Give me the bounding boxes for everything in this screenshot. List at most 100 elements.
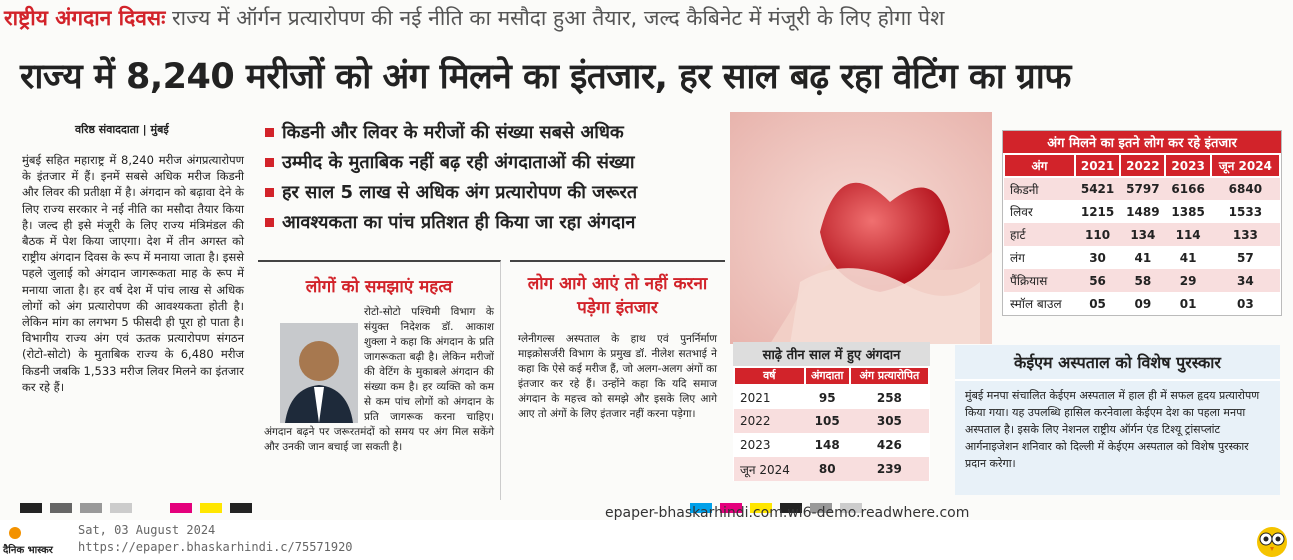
table-cell: 114 bbox=[1175, 227, 1201, 242]
table-cell: लिवर bbox=[1010, 205, 1033, 219]
kicker: राष्ट्रीय अंगदान दिवसः bbox=[4, 6, 166, 30]
waiting-table-box: अंग मिलने का इतने लोग कर रहे इंतजार अंग 2… bbox=[1002, 130, 1282, 316]
table-cell: 57 bbox=[1237, 250, 1254, 265]
owl-icon bbox=[1257, 527, 1287, 557]
table-cell: 1215 bbox=[1080, 204, 1115, 219]
table-row: 2021 95 258 bbox=[734, 385, 929, 409]
color-registration-bar bbox=[690, 503, 862, 513]
column-header: अंग प्रत्यारोपित bbox=[848, 366, 931, 386]
box-title: लोगों को समझाएं महत्व bbox=[305, 277, 453, 297]
bullet-item: हर साल 5 लाख से अधिक अंग प्रत्यारोपण की … bbox=[265, 180, 725, 204]
table-cell: 2021 bbox=[740, 390, 771, 405]
table-cell: 6166 bbox=[1171, 182, 1205, 196]
box-title: लोग आगे आएं तो नहीं करना पड़ेगा इंतजार bbox=[527, 274, 708, 318]
subhead: राज्य में ऑर्गन प्रत्यारोपण की नई नीति क… bbox=[172, 6, 945, 30]
table-cell: 426 bbox=[876, 438, 902, 452]
box-text: ग्लेनीगल्स अस्पताल के हाथ एवं पुनर्निर्म… bbox=[518, 333, 717, 420]
table-cell: 1533 bbox=[1228, 204, 1263, 219]
donation-table-box: साढ़े तीन साल में हुए अंगदान वर्ष अंगदाता… bbox=[733, 342, 931, 481]
column-header: अंग bbox=[1003, 153, 1076, 178]
box-text: रोटो-सोटो पश्चिमी विभाग के संयुक्त निदेश… bbox=[264, 306, 494, 453]
column-header: 2023 bbox=[1164, 153, 1212, 178]
table-cell: 95 bbox=[818, 390, 836, 405]
table-cell: 2022 bbox=[740, 414, 771, 428]
portrait-photo bbox=[280, 323, 358, 423]
table-cell: 258 bbox=[876, 390, 902, 405]
table-row: पैंक्रियास 56 58 29 34 bbox=[1004, 269, 1280, 292]
color-registration-bar bbox=[20, 503, 252, 513]
table-cell: 105 bbox=[814, 414, 840, 428]
waiting-table: अंग 2021 2022 2023 जून 2024 किडनी 5421 5797 6166… bbox=[1003, 153, 1282, 315]
headline: राज्य में 8,240 मरीजों को अंग मिलने का इ… bbox=[20, 57, 1071, 97]
table-cell: किडनी bbox=[1010, 182, 1039, 197]
date: Sat, 03 August 2024 bbox=[78, 523, 216, 537]
bullet-text: उम्मीद के मुताबिक नहीं बढ़ रही अंगदाताओं… bbox=[282, 152, 635, 173]
table-cell: 41 bbox=[1179, 250, 1197, 265]
byline: वरिष्ठ संवाददाता | मुंबई bbox=[75, 123, 169, 136]
table-cell: 58 bbox=[1134, 273, 1152, 288]
logo-sun bbox=[9, 527, 21, 539]
table-cell: 30 bbox=[1089, 250, 1106, 265]
bullet-text: आवश्यकता का पांच प्रतिशत ही किया जा रहा … bbox=[282, 212, 636, 233]
column-header: 2022 bbox=[1119, 153, 1167, 178]
kem-title: केईएम अस्पताल को विशेष पुरस्कार bbox=[955, 345, 1280, 381]
table-cell: हार्ट bbox=[1010, 228, 1026, 242]
table-cell: 29 bbox=[1179, 273, 1197, 288]
table-row: लिवर 1215 1489 1385 1533 bbox=[1004, 200, 1280, 223]
kem-text: मुंबई मनपा संचालित केईएम अस्पताल में हाल… bbox=[965, 389, 1260, 470]
table-cell: 110 bbox=[1085, 227, 1111, 242]
table-header-row: अंग 2021 2022 2023 जून 2024 bbox=[1003, 153, 1282, 178]
table-cell: 148 bbox=[814, 438, 840, 452]
bullet-square bbox=[265, 157, 274, 167]
bullet-list: किडनी और लिवर के मरीजों की संख्या सबसे अ… bbox=[265, 120, 725, 240]
table-row: 2023 148 426 bbox=[734, 433, 929, 457]
table-row: लंग 30 41 41 57 bbox=[1004, 246, 1280, 269]
table-row: स्मॉल बाउल 05 09 01 03 bbox=[1004, 292, 1280, 315]
table-cell: 133 bbox=[1232, 227, 1258, 242]
table-cell: 34 bbox=[1237, 273, 1254, 288]
table-title: साढ़े तीन साल में हुए अंगदान bbox=[733, 342, 930, 366]
bullet-text: किडनी और लिवर के मरीजों की संख्या सबसे अ… bbox=[282, 122, 624, 143]
bullet-text: हर साल 5 लाख से अधिक अंग प्रत्यारोपण की … bbox=[282, 182, 638, 203]
table-title: अंग मिलने का इतने लोग कर रहे इंतजार bbox=[1003, 131, 1281, 153]
table-cell: 239 bbox=[876, 462, 902, 476]
table-header-row: वर्ष अंगदाता अंग प्रत्यारोपित bbox=[733, 366, 931, 386]
table-cell: लंग bbox=[1010, 251, 1025, 265]
kem-box: केईएम अस्पताल को विशेष पुरस्कार मुंबई मन… bbox=[955, 345, 1280, 495]
footer-bar: दैनिक भास्कर Sat, 03 August 2024 https:/… bbox=[0, 520, 1293, 560]
table-cell: 1385 bbox=[1171, 204, 1205, 219]
table-cell: 80 bbox=[818, 462, 836, 476]
subhead-line: राष्ट्रीय अंगदान दिवसः राज्य में ऑर्गन प… bbox=[4, 4, 1289, 32]
donation-table: वर्ष अंगदाता अंग प्रत्यारोपित 2021 95 258 2022… bbox=[733, 366, 931, 481]
table-cell: स्मॉल बाउल bbox=[1010, 297, 1062, 311]
body-text: मुंबई सहित महाराष्ट्र में 8,240 मरीज अंग… bbox=[22, 153, 244, 394]
table-cell: 6840 bbox=[1228, 182, 1263, 196]
quote-box-2: लोग आगे आएं तो नहीं करना पड़ेगा इंतजार ग… bbox=[510, 260, 725, 500]
table-cell: 41 bbox=[1134, 250, 1152, 265]
table-row: किडनी 5421 5797 6166 6840 bbox=[1004, 177, 1280, 200]
url: https://epaper.bhaskarhindi.c/75571920 bbox=[78, 540, 353, 554]
quote-box-1: लोगों को समझाएं महत्व रोटो-सोटो पश्चिमी … bbox=[258, 260, 501, 500]
table-cell: 1489 bbox=[1126, 204, 1160, 219]
table-cell: 01 bbox=[1179, 296, 1197, 311]
bullet-square bbox=[265, 217, 274, 227]
column-header: वर्ष bbox=[733, 366, 806, 386]
table-row: हार्ट 110 134 114 133 bbox=[1004, 223, 1280, 246]
column-header: 2021 bbox=[1073, 153, 1122, 178]
bullet-item: किडनी और लिवर के मरीजों की संख्या सबसे अ… bbox=[265, 120, 725, 144]
table-cell: 05 bbox=[1089, 296, 1106, 311]
bullet-square bbox=[265, 127, 274, 137]
table-cell: 5421 bbox=[1080, 182, 1115, 196]
logo: दैनिक भास्कर bbox=[3, 545, 53, 556]
table-cell: 09 bbox=[1134, 296, 1152, 311]
table-cell: 305 bbox=[876, 414, 902, 428]
bullet-item: उम्मीद के मुताबिक नहीं बढ़ रही अंगदाताओं… bbox=[265, 150, 725, 174]
column-header: जून 2024 bbox=[1209, 153, 1282, 178]
column-header: अंगदाता bbox=[803, 366, 851, 386]
table-cell: 134 bbox=[1130, 227, 1156, 242]
table-row: जून 2024 80 239 bbox=[734, 457, 929, 481]
table-cell: पैंक्रियास bbox=[1010, 274, 1048, 288]
table-cell: जून 2024 bbox=[740, 462, 790, 477]
bullet-square bbox=[265, 187, 274, 197]
